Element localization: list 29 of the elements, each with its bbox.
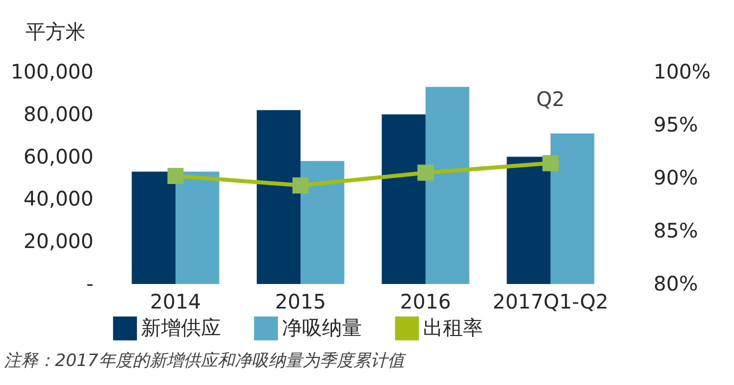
y2-tick-label: 80% [654,272,698,296]
bar [550,133,594,284]
y2-tick-label: 95% [654,112,698,136]
legend-label: 净吸纳量 [282,315,362,340]
bar [132,172,176,284]
y-tick-label: 100,000 [10,60,94,84]
x-tick-label: 2016 [400,290,451,314]
y2-tick-label: 90% [654,166,698,190]
y-tick-label: - [86,272,94,296]
y-tick-label: 80,000 [24,102,94,126]
bar [176,172,220,284]
y-tick-label: 20,000 [24,229,94,254]
annotation: Q2 [536,87,565,111]
x-tick-label: 2015 [275,290,326,314]
x-tick-label: 2014 [150,290,201,314]
bar [506,156,550,284]
bar [300,161,344,284]
bar [426,86,470,284]
bar [382,114,426,284]
text: 注释：2017年度的新增供应和净吸纳量为季度累计值 [4,350,408,372]
x-tick-label: 2017Q1-Q2 [492,290,608,314]
y-tick-label: 40,000 [24,186,94,211]
legend-label: 出租率 [423,315,483,340]
bar [256,110,300,284]
y-tick-label: 60,000 [24,144,94,168]
y-axis-title: 平方米 [26,20,86,44]
y2-tick-label: 100% [654,60,711,84]
legend-label: 新增供应 [141,315,221,340]
y2-tick-label: 85% [654,218,698,242]
